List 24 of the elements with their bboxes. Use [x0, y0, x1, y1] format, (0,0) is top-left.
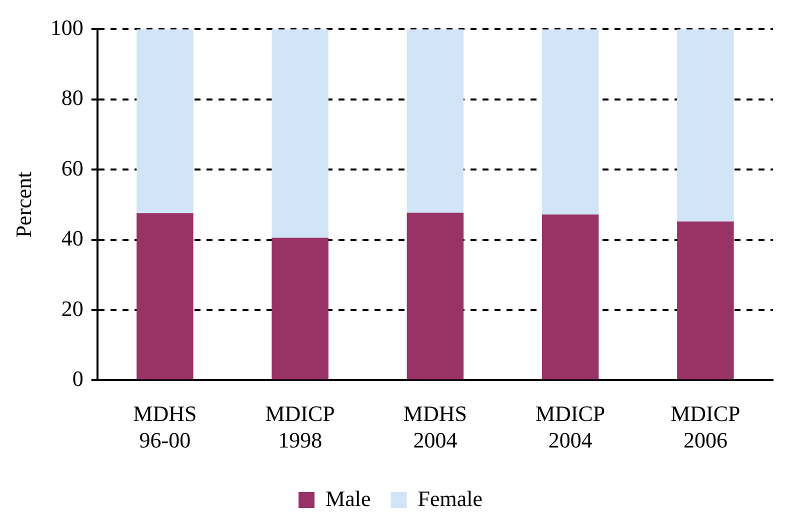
y-tick-label: 60 [61, 155, 84, 180]
legend-label: Female [418, 486, 482, 511]
bar [542, 29, 599, 215]
bar [272, 29, 328, 238]
y-tick-label: 40 [61, 226, 84, 251]
bar [406, 212, 464, 380]
x-tick-label: MDHS 2004 [403, 401, 467, 453]
x-tick-label: MDHS 96-00 [133, 401, 197, 453]
bar [542, 214, 599, 380]
y-tick-label: 80 [61, 85, 84, 110]
y-tick-label: 20 [61, 296, 84, 321]
bar [406, 29, 464, 213]
x-tick-label: MDICP 2006 [670, 401, 740, 453]
y-axis-title: Percent [10, 172, 36, 238]
bar [677, 29, 734, 222]
x-tick-label: MDICP 1998 [265, 401, 335, 453]
y-tick-label: 0 [72, 366, 84, 391]
y-tick-label: 100 [50, 14, 84, 40]
bar [677, 222, 734, 380]
bar [136, 29, 194, 214]
legend-label: Male [326, 486, 371, 511]
x-tick-label: MDICP 2004 [535, 401, 606, 453]
bar [136, 213, 194, 380]
bar [272, 238, 328, 380]
